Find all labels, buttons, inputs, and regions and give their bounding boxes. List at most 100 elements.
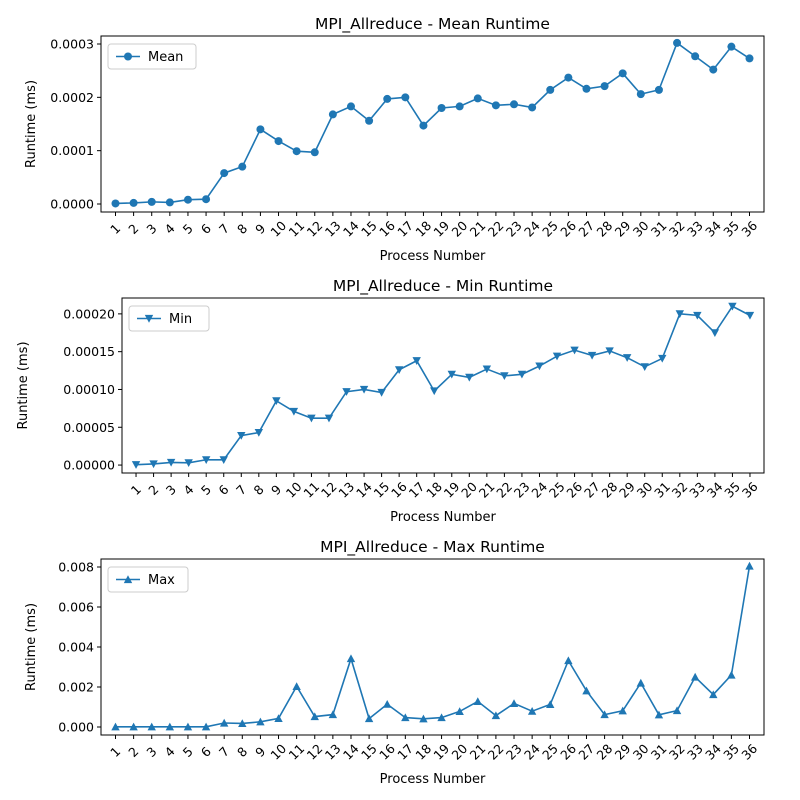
data-point — [292, 682, 301, 690]
legend-label: Max — [148, 573, 175, 588]
data-point — [546, 700, 555, 708]
x-tick-label: 2 — [125, 221, 141, 237]
data-point — [473, 94, 482, 103]
chart-title: MPI_Allreduce - Max Runtime — [320, 538, 545, 557]
data-point — [535, 362, 544, 371]
data-point — [727, 670, 736, 679]
data-point — [517, 370, 527, 379]
data-point — [455, 707, 464, 715]
data-point — [183, 722, 193, 731]
data-point — [709, 65, 718, 74]
data-point — [201, 722, 211, 731]
data-point — [564, 656, 573, 665]
x-tick-label: 8 — [251, 482, 267, 498]
series-line-mean — [115, 41, 750, 205]
legend-box — [128, 305, 210, 332]
data-point — [528, 103, 537, 112]
chart-title: MPI_Allreduce - Mean Runtime — [315, 15, 550, 34]
data-point — [219, 456, 228, 464]
y-axis-label: Runtime (ms) — [16, 341, 31, 429]
data-point — [491, 711, 501, 720]
x-tick-label: 6 — [215, 482, 231, 498]
data-point — [289, 407, 299, 416]
x-tick-label: 4 — [162, 744, 178, 760]
x-tick-label: 36 — [739, 479, 761, 501]
data-point — [745, 311, 755, 320]
data-point — [465, 373, 474, 382]
data-point — [220, 169, 229, 178]
legend-marker — [123, 575, 133, 584]
data-point — [272, 397, 281, 406]
x-tick-label: 3 — [163, 482, 179, 498]
y-tick-label: 0.00010 — [63, 382, 115, 397]
data-point — [600, 82, 609, 91]
legend-label: Mean — [148, 50, 183, 65]
x-tick-label: 6 — [198, 744, 214, 760]
x-tick-label: 1 — [107, 221, 123, 237]
y-tick-label: 0.00005 — [63, 420, 115, 435]
chart-panel-min: MPI_Allreduce - Min Runtime 0.00000 0.0000… — [16, 277, 765, 525]
data-point — [546, 85, 555, 94]
data-point — [745, 54, 754, 63]
data-point — [111, 199, 120, 208]
data-point — [447, 370, 456, 379]
data-point — [527, 707, 537, 715]
x-tick-label: 8 — [234, 744, 250, 760]
data-point — [365, 116, 374, 125]
data-point — [622, 354, 632, 362]
series-line-min — [135, 305, 751, 466]
x-tick-label: 6 — [198, 221, 214, 237]
data-point — [618, 69, 627, 78]
data-point — [491, 101, 500, 110]
y-tick-label: 0.0003 — [50, 37, 94, 52]
plot-frame — [100, 558, 765, 736]
data-point — [570, 346, 579, 355]
data-point — [274, 714, 283, 722]
data-point — [654, 710, 664, 719]
data-point — [430, 387, 439, 396]
data-point — [147, 722, 156, 731]
data-point — [412, 357, 421, 365]
y-tick-label: 0.006 — [58, 600, 94, 615]
x-axis-label: Process Number — [380, 249, 486, 264]
x-tick-label: 9 — [252, 221, 268, 237]
data-point — [238, 719, 247, 727]
data-point — [654, 85, 663, 94]
y-tick-label: 0.0002 — [50, 90, 94, 105]
legend-marker — [124, 52, 132, 61]
data-point — [552, 352, 562, 361]
data-point — [673, 38, 682, 47]
data-point — [587, 351, 597, 360]
data-point — [342, 388, 351, 396]
y-tick-label: 0.00000 — [63, 458, 115, 473]
x-tick-label: 7 — [233, 482, 249, 498]
data-point — [500, 372, 509, 381]
data-point — [709, 690, 718, 699]
chart-panel-mean: MPI_Allreduce - Mean Runtime 0.0000 0.0001… — [24, 15, 765, 264]
plot-frame — [121, 297, 765, 474]
data-point — [237, 432, 246, 440]
data-point — [691, 52, 700, 61]
data-point — [727, 42, 736, 51]
data-point — [658, 354, 667, 363]
x-tick-label: 2 — [125, 744, 141, 760]
x-tick-label: 36 — [738, 741, 760, 763]
y-tick-label: 0.002 — [58, 680, 94, 695]
data-point — [401, 713, 410, 722]
data-point — [473, 697, 482, 705]
data-point — [219, 718, 229, 727]
data-point — [184, 459, 193, 467]
data-point — [710, 329, 720, 337]
data-point — [238, 162, 247, 171]
data-point — [292, 147, 301, 156]
x-tick-label: 1 — [107, 744, 123, 760]
x-tick-label: 5 — [180, 744, 196, 760]
x-tick-label: 3 — [143, 221, 159, 237]
data-point — [274, 137, 283, 146]
data-point — [690, 672, 700, 681]
data-point — [605, 347, 614, 356]
series-line-max — [115, 565, 751, 728]
data-point — [377, 388, 386, 397]
data-point — [256, 717, 265, 726]
